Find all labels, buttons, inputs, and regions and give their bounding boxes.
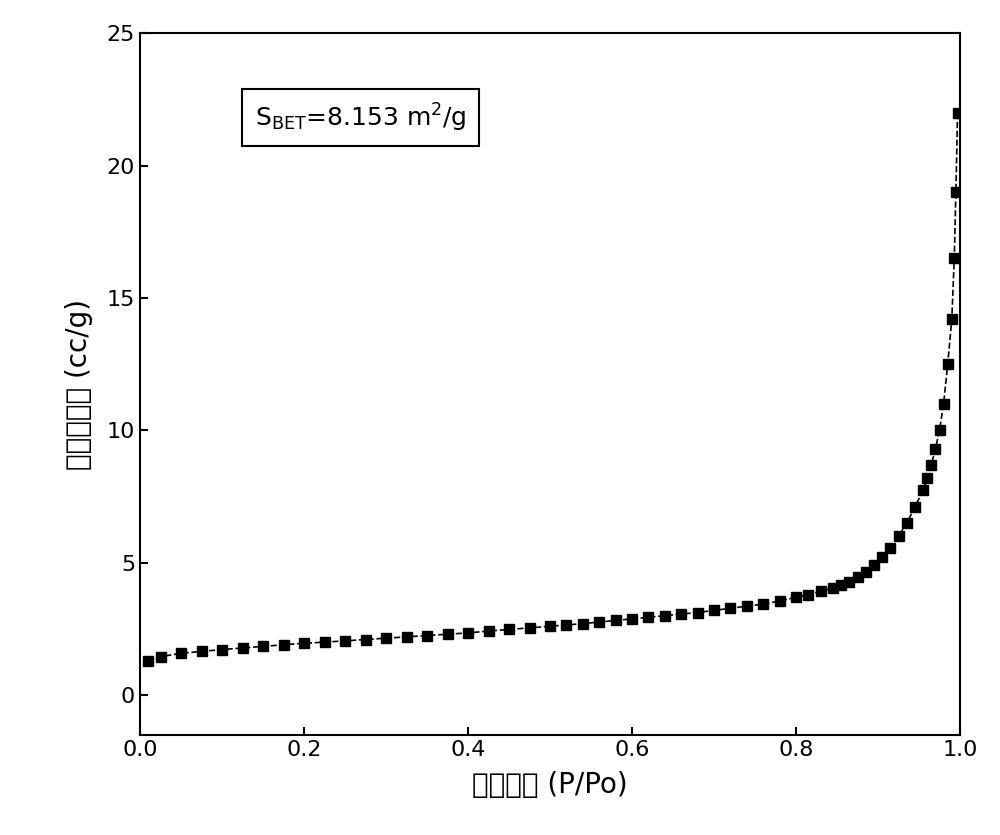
Text: $\mathdefault{S}_{\mathdefault{BET}}$=8.153 m$^{2}$/g: $\mathdefault{S}_{\mathdefault{BET}}$=8.… [255, 102, 466, 134]
Y-axis label: 氮气吸附量 (cc/g): 氮气吸附量 (cc/g) [65, 299, 93, 469]
X-axis label: 相对压力 (P/Po): 相对压力 (P/Po) [472, 771, 628, 799]
